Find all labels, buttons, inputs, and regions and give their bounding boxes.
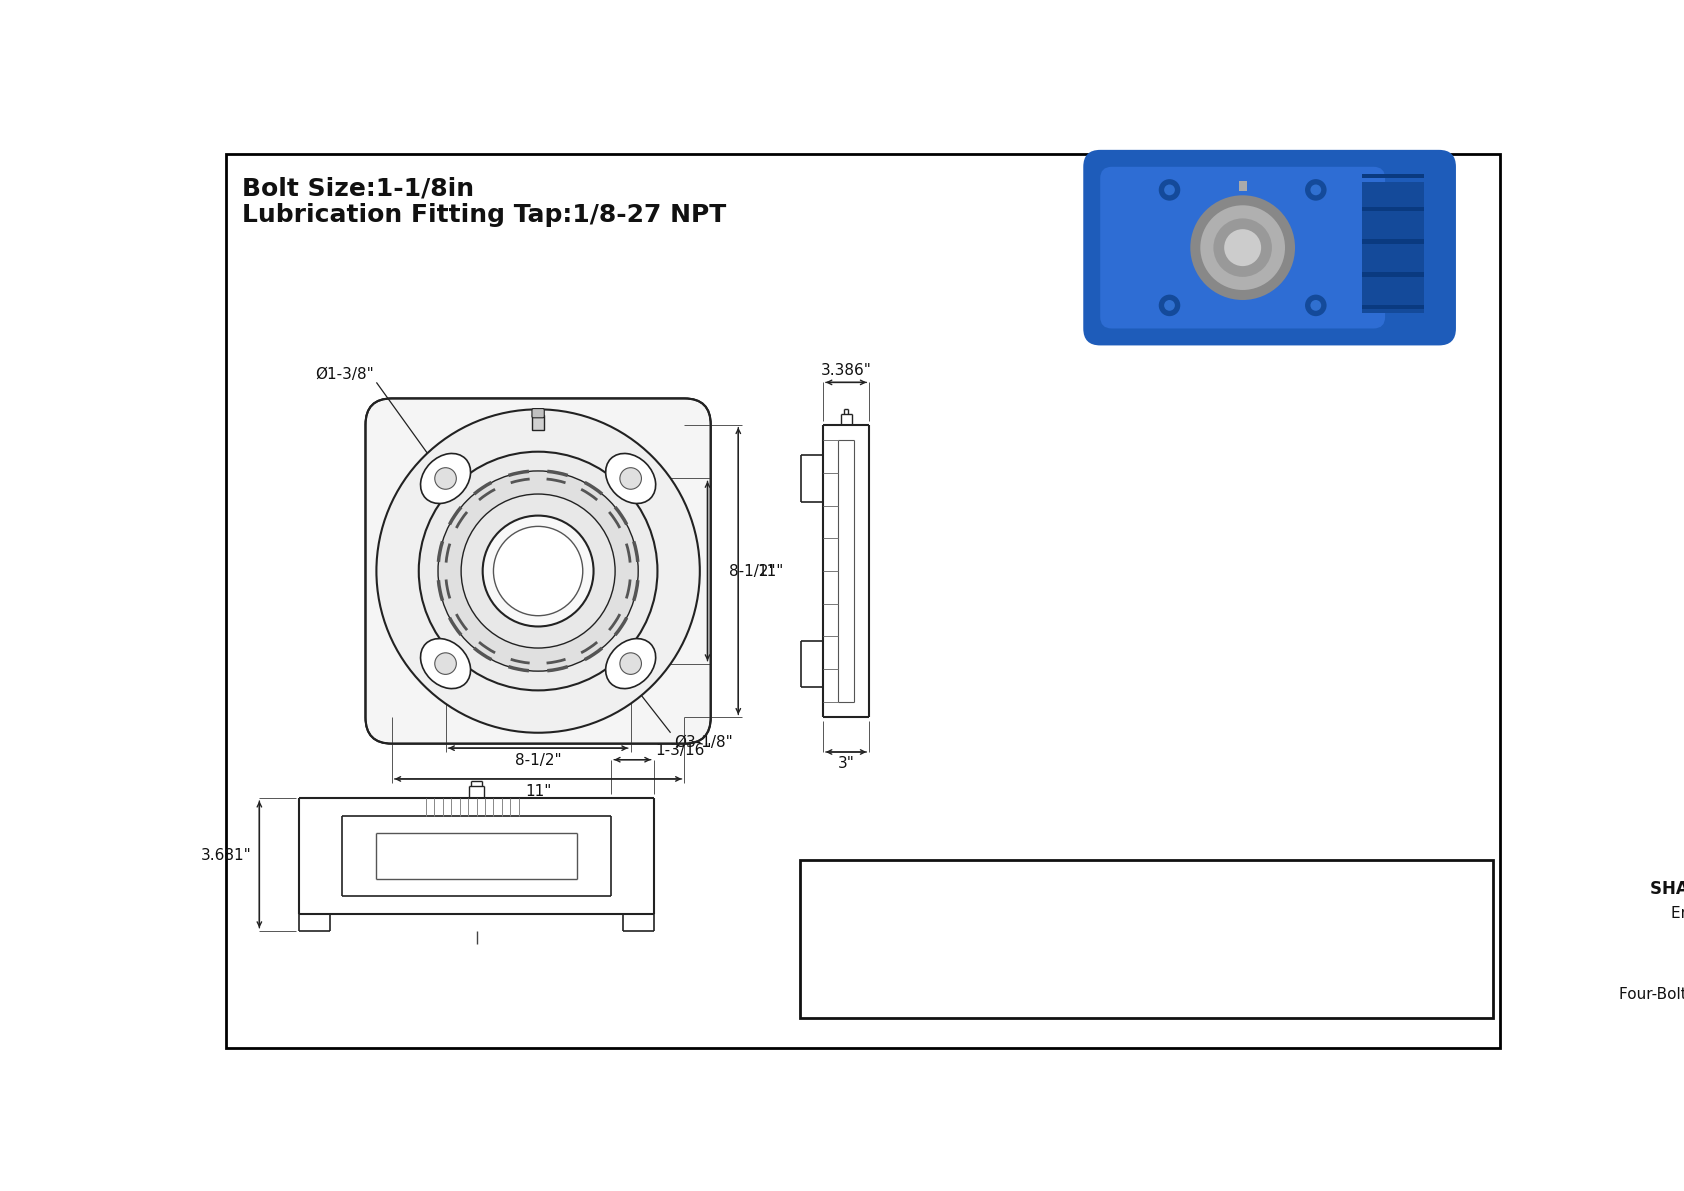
Circle shape: [1305, 294, 1327, 316]
Circle shape: [434, 653, 456, 674]
Bar: [1362, 239, 1423, 244]
Bar: [1362, 273, 1423, 276]
Circle shape: [483, 516, 593, 626]
Circle shape: [1191, 195, 1295, 300]
Bar: [1239, 181, 1246, 192]
Bar: [1362, 305, 1423, 310]
Text: LILY: LILY: [818, 874, 946, 930]
Text: Email: lilybearing@lily-bearing.com: Email: lilybearing@lily-bearing.com: [1671, 906, 1684, 922]
Text: Four-Bolt Flange Bearing Adapter Sleeve Locking: Four-Bolt Flange Bearing Adapter Sleeve …: [1620, 987, 1684, 1002]
Text: 11": 11": [758, 563, 785, 579]
Circle shape: [1214, 218, 1271, 276]
Circle shape: [1159, 294, 1180, 316]
Circle shape: [377, 410, 701, 732]
Circle shape: [438, 470, 638, 672]
FancyBboxPatch shape: [1083, 150, 1457, 345]
Text: 3.681": 3.681": [200, 848, 251, 863]
Text: 3.386": 3.386": [820, 363, 872, 379]
Circle shape: [1164, 300, 1175, 311]
Circle shape: [620, 468, 642, 490]
Text: SHANGHAI LILY BEARING LIMITED: SHANGHAI LILY BEARING LIMITED: [1650, 880, 1684, 898]
FancyBboxPatch shape: [532, 409, 544, 418]
Text: 1-3/16": 1-3/16": [655, 743, 712, 757]
Text: Ø3-1/8": Ø3-1/8": [674, 735, 733, 750]
FancyBboxPatch shape: [1100, 167, 1386, 329]
Circle shape: [419, 451, 657, 691]
Ellipse shape: [421, 638, 470, 688]
Text: Bolt Size:1-1/8in: Bolt Size:1-1/8in: [242, 176, 473, 200]
Text: Lubrication Fitting Tap:1/8-27 NPT: Lubrication Fitting Tap:1/8-27 NPT: [242, 202, 726, 227]
Circle shape: [461, 494, 615, 648]
Circle shape: [620, 653, 642, 674]
Text: 8-1/2": 8-1/2": [729, 563, 776, 579]
Ellipse shape: [606, 454, 655, 504]
Text: 3": 3": [837, 756, 854, 771]
Circle shape: [1310, 185, 1322, 195]
FancyBboxPatch shape: [365, 399, 711, 743]
Circle shape: [1310, 300, 1322, 311]
Ellipse shape: [421, 454, 470, 504]
Circle shape: [1201, 205, 1285, 289]
Bar: [532, 414, 544, 430]
Circle shape: [434, 468, 456, 490]
Text: 11": 11": [525, 784, 551, 799]
Circle shape: [1164, 185, 1175, 195]
Text: 8-1/2": 8-1/2": [515, 753, 561, 768]
Text: Part
Number: Part Number: [849, 960, 916, 998]
Circle shape: [1305, 179, 1327, 200]
Circle shape: [493, 526, 583, 616]
Bar: [1362, 174, 1423, 179]
Circle shape: [1159, 179, 1180, 200]
Circle shape: [1224, 229, 1261, 266]
Ellipse shape: [606, 638, 655, 688]
Text: Ø1-3/8": Ø1-3/8": [315, 367, 374, 382]
Bar: [1362, 182, 1423, 313]
Text: ®: ®: [933, 866, 951, 884]
Bar: [1362, 207, 1423, 212]
Bar: [800, 860, 1494, 1017]
